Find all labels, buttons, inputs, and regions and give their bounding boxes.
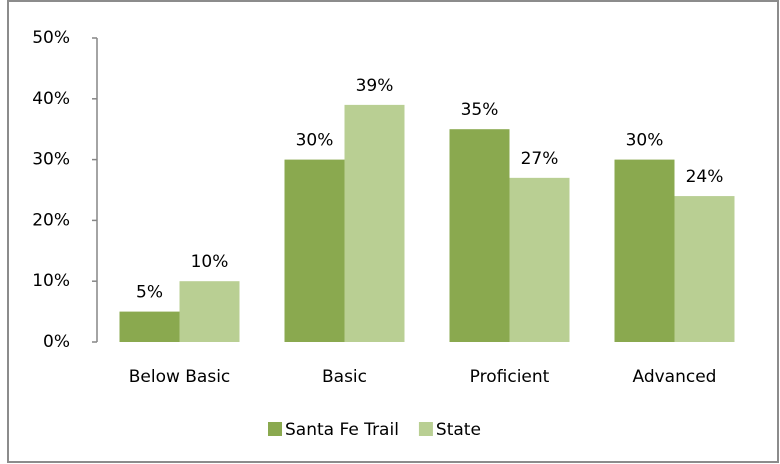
y-tick-label: 0% <box>43 332 70 352</box>
bar <box>614 159 675 342</box>
bar <box>284 159 345 342</box>
y-tick-label: 50% <box>32 28 70 48</box>
x-tick-label: Basic <box>322 367 367 387</box>
bar <box>179 281 240 342</box>
bar <box>449 129 510 342</box>
value-label: 30% <box>296 131 334 151</box>
bar <box>344 104 405 342</box>
legend-swatch <box>268 422 282 436</box>
y-tick-label: 30% <box>32 150 70 170</box>
legend-label: State <box>436 420 481 440</box>
value-label: 10% <box>191 252 229 272</box>
x-tick-label: Proficient <box>470 367 550 387</box>
bar <box>119 311 180 342</box>
x-tick-label: Advanced <box>633 367 717 387</box>
value-label: 27% <box>521 149 559 169</box>
x-tick-label: Below Basic <box>129 367 231 387</box>
legend-swatch <box>418 422 433 436</box>
legend-label: Santa Fe Trail <box>285 420 399 440</box>
y-tick-label: 20% <box>32 210 70 230</box>
value-label: 35% <box>461 100 499 120</box>
y-tick-label: 40% <box>32 89 70 109</box>
value-label: 24% <box>686 167 724 187</box>
bar <box>509 177 570 342</box>
value-label: 39% <box>356 76 394 96</box>
value-label: 5% <box>136 283 163 303</box>
y-tick-label: 10% <box>32 271 70 291</box>
value-label: 30% <box>626 131 664 151</box>
bar <box>674 196 735 342</box>
